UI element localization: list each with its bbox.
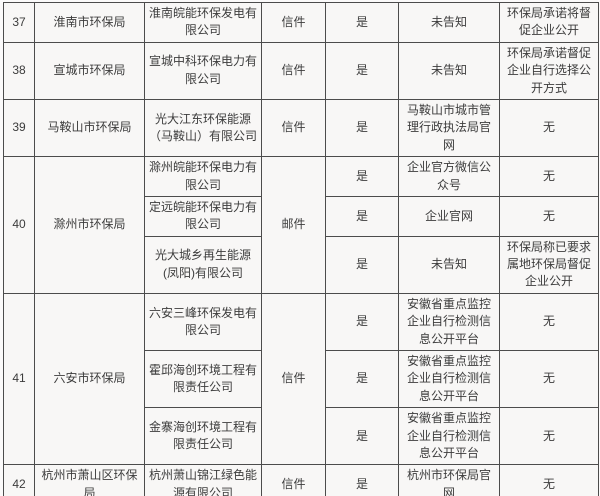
cell-channel: 未告知 xyxy=(398,2,500,43)
cell-row-number: 37 xyxy=(3,2,35,43)
cell-replied: 是 xyxy=(325,2,399,43)
cell-channel: 马鞍山市城市管理行政执法局官网 xyxy=(398,98,500,158)
cell-replied: 是 xyxy=(325,350,399,409)
table-row-37: 37 淮南市环保局 淮南皖能环保发电有限公司 信件 是 未告知 环保局承诺将督促… xyxy=(3,2,599,43)
cell-method: 信件 xyxy=(261,2,326,43)
response-table: 37 淮南市环保局 淮南皖能环保发电有限公司 信件 是 未告知 环保局承诺将督促… xyxy=(3,2,599,496)
cell-company: 定远皖能环保电力有限公司 xyxy=(144,195,262,237)
cell-method: 信件 xyxy=(261,464,326,496)
cell-method: 信件 xyxy=(261,292,326,466)
table-row-42: 42 杭州市萧山区环保局 杭州萧山锦江绿色能源有限公司 信件 是 杭州市环保局官… xyxy=(3,464,599,496)
cell-replied: 是 xyxy=(325,235,399,294)
cell-bureau: 滁州市环保局 xyxy=(34,156,145,294)
cell-company: 光大江东环保能源（马鞍山）有限公司 xyxy=(144,98,262,158)
cell-remark: 无 xyxy=(499,156,599,197)
cell-channel: 安徽省重点监控企业自行检测信息公开平台 xyxy=(398,407,500,466)
cell-method: 信件 xyxy=(261,98,326,158)
cell-bureau: 淮南市环保局 xyxy=(34,2,145,43)
cell-remark: 无 xyxy=(499,464,599,496)
table-row-40b: 定远皖能环保电力有限公司 是 企业官网 无 xyxy=(4,195,599,237)
cell-replied: 是 xyxy=(325,195,399,237)
cell-company: 淮南皖能环保发电有限公司 xyxy=(144,2,262,43)
cell-replied: 是 xyxy=(325,41,399,100)
cell-remark: 无 xyxy=(499,407,599,466)
cell-remark: 无 xyxy=(499,98,599,158)
cell-company: 金寨海创环境工程有限责任公司 xyxy=(144,407,262,466)
cell-company: 杭州萧山锦江绿色能源有限公司 xyxy=(144,464,262,496)
cell-channel: 安徽省重点监控企业自行检测信息公开平台 xyxy=(398,292,500,352)
cell-row-number: 40 xyxy=(3,156,35,294)
cell-replied: 是 xyxy=(325,464,399,496)
cell-channel: 企业官网 xyxy=(398,195,500,237)
cell-channel: 未告知 xyxy=(398,41,500,100)
cell-bureau: 宣城市环保局 xyxy=(34,41,145,100)
table-row-39: 39 马鞍山市环保局 光大江东环保能源（马鞍山）有限公司 信件 是 马鞍山市城市… xyxy=(3,98,599,158)
table-row-41a: 41 六安市环保局 六安三峰环保发电有限公司 信件 是 安徽省重点监控企业自行检… xyxy=(3,292,599,466)
cell-company: 滁州皖能环保电力有限公司 xyxy=(144,156,262,197)
cell-method: 邮件 xyxy=(261,156,326,294)
table-row-40a: 40 滁州市环保局 滁州皖能环保电力有限公司 邮件 是 企业官方微信公众号 无 xyxy=(3,156,599,294)
cell-row-number: 41 xyxy=(3,292,35,466)
cell-remark: 环保局承诺督促企业自行选择公开方式 xyxy=(499,41,599,100)
table-row-38: 38 宣城市环保局 宣城中科环保电力有限公司 信件 是 未告知 环保局承诺督促企… xyxy=(3,41,599,100)
cell-channel: 安徽省重点监控企业自行检测信息公开平台 xyxy=(398,350,500,409)
table-row-40c: 光大城乡再生能源(凤阳)有限公司 是 未告知 环保局称已要求属地环保局督促企业公… xyxy=(4,235,599,294)
cell-channel: 杭州市环保局官网 xyxy=(398,464,500,496)
cell-remark: 环保局称已要求属地环保局督促企业公开 xyxy=(499,235,599,294)
cell-company: 光大城乡再生能源(凤阳)有限公司 xyxy=(144,235,262,294)
cell-row-number: 42 xyxy=(3,464,35,496)
table-row-41b: 霍邱海创环境工程有限责任公司 是 安徽省重点监控企业自行检测信息公开平台 无 xyxy=(4,350,599,409)
cell-remark: 环保局承诺将督促企业公开 xyxy=(499,2,599,43)
cell-bureau: 马鞍山市环保局 xyxy=(34,98,145,158)
cell-remark: 无 xyxy=(499,350,599,409)
cell-bureau: 杭州市萧山区环保局 xyxy=(34,464,145,496)
cell-company: 六安三峰环保发电有限公司 xyxy=(144,292,262,352)
cell-remark: 无 xyxy=(499,195,599,237)
cell-bureau: 六安市环保局 xyxy=(34,292,145,466)
cell-method: 信件 xyxy=(261,41,326,100)
cell-remark: 无 xyxy=(499,292,599,352)
cell-channel: 未告知 xyxy=(398,235,500,294)
cell-row-number: 38 xyxy=(3,41,35,100)
cell-replied: 是 xyxy=(325,98,399,158)
cell-company: 宣城中科环保电力有限公司 xyxy=(144,41,262,100)
cell-row-number: 39 xyxy=(3,98,35,158)
cell-replied: 是 xyxy=(325,292,399,352)
cell-channel: 企业官方微信公众号 xyxy=(398,156,500,197)
table-row-41c: 金寨海创环境工程有限责任公司 是 安徽省重点监控企业自行检测信息公开平台 无 xyxy=(4,407,599,466)
cell-replied: 是 xyxy=(325,407,399,466)
cell-replied: 是 xyxy=(325,156,399,197)
cell-company: 霍邱海创环境工程有限责任公司 xyxy=(144,350,262,409)
